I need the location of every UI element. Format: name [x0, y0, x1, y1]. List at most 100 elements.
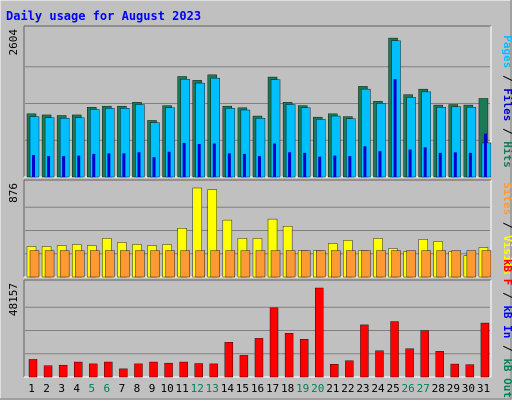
- bar-pages-31: [483, 133, 487, 177]
- y-max-label-visits: 876: [7, 183, 20, 203]
- panel-kbytes: 48157: [7, 279, 492, 378]
- x-label-27: 27: [417, 382, 430, 395]
- x-label-8: 8: [134, 382, 141, 395]
- bar-pages-27: [423, 147, 427, 177]
- bar-kb-f-12: [194, 363, 203, 378]
- x-label-9: 9: [149, 382, 156, 395]
- x-label-11: 11: [176, 382, 189, 395]
- bar-pages-15: [242, 153, 246, 177]
- x-label-17: 17: [266, 382, 279, 395]
- bar-kb-f-18: [284, 332, 294, 378]
- legend-entry: Sites: [501, 182, 512, 215]
- bar-sites-29: [451, 250, 462, 278]
- bar-pages-12: [197, 144, 201, 177]
- bar-kb-f-8: [134, 363, 143, 378]
- bar-kb-f-1: [28, 359, 38, 378]
- bar-kb-f-3: [58, 364, 68, 378]
- legend-hits: Pages / Files / Hits: [501, 35, 512, 168]
- bar-pages-14: [227, 153, 231, 177]
- bar-pages-16: [257, 156, 261, 177]
- bar-kb-f-24: [375, 350, 384, 378]
- x-label-14: 14: [221, 382, 235, 395]
- bar-pages-28: [438, 152, 442, 177]
- panel-visits: 876: [7, 179, 492, 278]
- bar-pages-19: [303, 152, 307, 177]
- legend-entry: Pages: [501, 35, 512, 68]
- bar-pages-26: [408, 149, 412, 177]
- y-max-label-hits: 2604: [7, 29, 20, 56]
- x-label-3: 3: [58, 382, 65, 395]
- bar-pages-1: [32, 155, 35, 177]
- bar-kb-f-10: [164, 362, 173, 378]
- bar-sites-10: [165, 250, 175, 278]
- bar-sites-3: [59, 250, 70, 278]
- legend-separator: /: [501, 121, 512, 141]
- bar-kb-f-25: [390, 321, 399, 378]
- x-label-15: 15: [236, 382, 249, 395]
- bar-pages-18: [288, 152, 292, 177]
- x-label-24: 24: [371, 382, 385, 395]
- legend-entry: kB F: [501, 259, 512, 286]
- bar-pages-6: [107, 153, 111, 177]
- bar-kb-f-11: [179, 361, 188, 378]
- bar-pages-21: [333, 155, 337, 177]
- x-axis-labels: 1 2 3 4 5 6 7 8 9 10 11 12 13 14 15 16 17 18 19 20 21 22 23 24 2…: [28, 382, 490, 395]
- x-label-19: 19: [296, 382, 309, 395]
- bar-pages-3: [62, 156, 66, 177]
- bar-pages-17: [273, 143, 277, 177]
- bar-pages-11: [182, 142, 186, 177]
- bar-sites-22: [346, 250, 356, 278]
- bar-kb-f-2: [43, 365, 53, 378]
- bar-sites-31: [481, 250, 492, 278]
- bar-pages-13: [212, 143, 216, 177]
- bar-sites-16: [255, 250, 266, 278]
- x-label-13: 13: [206, 382, 219, 395]
- bar-pages-25: [393, 79, 397, 177]
- bar-sites-28: [436, 250, 446, 278]
- x-label-29: 29: [447, 382, 460, 395]
- x-label-18: 18: [281, 382, 294, 395]
- bar-kb-f-31: [480, 322, 490, 378]
- chart-title: Daily usage for August 2023: [6, 9, 201, 23]
- bar-sites-5: [90, 250, 100, 278]
- bar-pages-5: [92, 153, 96, 177]
- x-label-1: 1: [28, 382, 35, 395]
- bar-sites-4: [74, 250, 85, 278]
- bar-sites-25: [391, 250, 401, 278]
- bar-kb-f-20: [315, 287, 324, 378]
- bar-kb-f-17: [269, 307, 279, 378]
- legend-separator: /: [501, 215, 512, 235]
- bar-sites-23: [361, 250, 371, 278]
- bar-sites-1: [29, 250, 40, 278]
- bar-sites-14: [225, 250, 236, 278]
- x-label-12: 12: [191, 382, 204, 395]
- legend-kbytes: kB F / kB In / kB Out: [501, 259, 512, 398]
- bar-kb-f-16: [254, 338, 264, 378]
- bar-sites-18: [285, 250, 296, 278]
- bar-sites-11: [180, 250, 190, 278]
- bar-kb-f-13: [209, 363, 218, 378]
- x-label-16: 16: [251, 382, 264, 395]
- chart-panels: 2604 876 48157: [7, 25, 492, 378]
- x-label-28: 28: [432, 382, 445, 395]
- bar-kb-f-30: [465, 364, 475, 378]
- bar-kb-f-4: [73, 361, 83, 378]
- bar-sites-27: [421, 250, 431, 278]
- x-label-30: 30: [462, 382, 475, 395]
- legend-separator: /: [501, 68, 512, 88]
- bar-pages-22: [348, 156, 352, 177]
- bar-kb-f-27: [420, 330, 429, 378]
- x-label-2: 2: [43, 382, 50, 395]
- x-label-5: 5: [88, 382, 95, 395]
- bar-kb-f-9: [149, 361, 158, 378]
- bar-kb-f-15: [239, 355, 249, 378]
- legend-entry: Visits: [501, 235, 512, 275]
- bar-sites-21: [331, 250, 341, 278]
- bar-sites-12: [195, 250, 205, 278]
- bar-pages-8: [137, 152, 141, 177]
- bar-pages-10: [167, 151, 171, 177]
- legend-entry: Hits: [501, 141, 512, 168]
